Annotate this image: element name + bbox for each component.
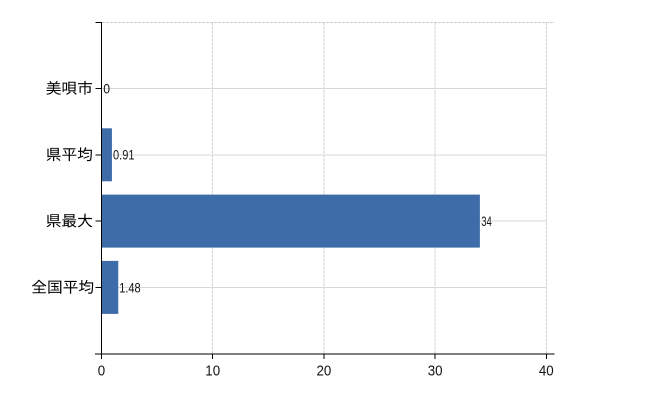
svg-text:0: 0: [103, 81, 110, 97]
svg-text:0.91: 0.91: [113, 148, 135, 164]
svg-text:40: 40: [539, 363, 554, 379]
svg-text:0: 0: [98, 363, 105, 379]
svg-text:30: 30: [428, 363, 443, 379]
svg-text:1.48: 1.48: [119, 280, 141, 296]
svg-text:20: 20: [317, 363, 332, 379]
svg-text:10: 10: [205, 363, 220, 379]
svg-text:34: 34: [481, 214, 492, 230]
